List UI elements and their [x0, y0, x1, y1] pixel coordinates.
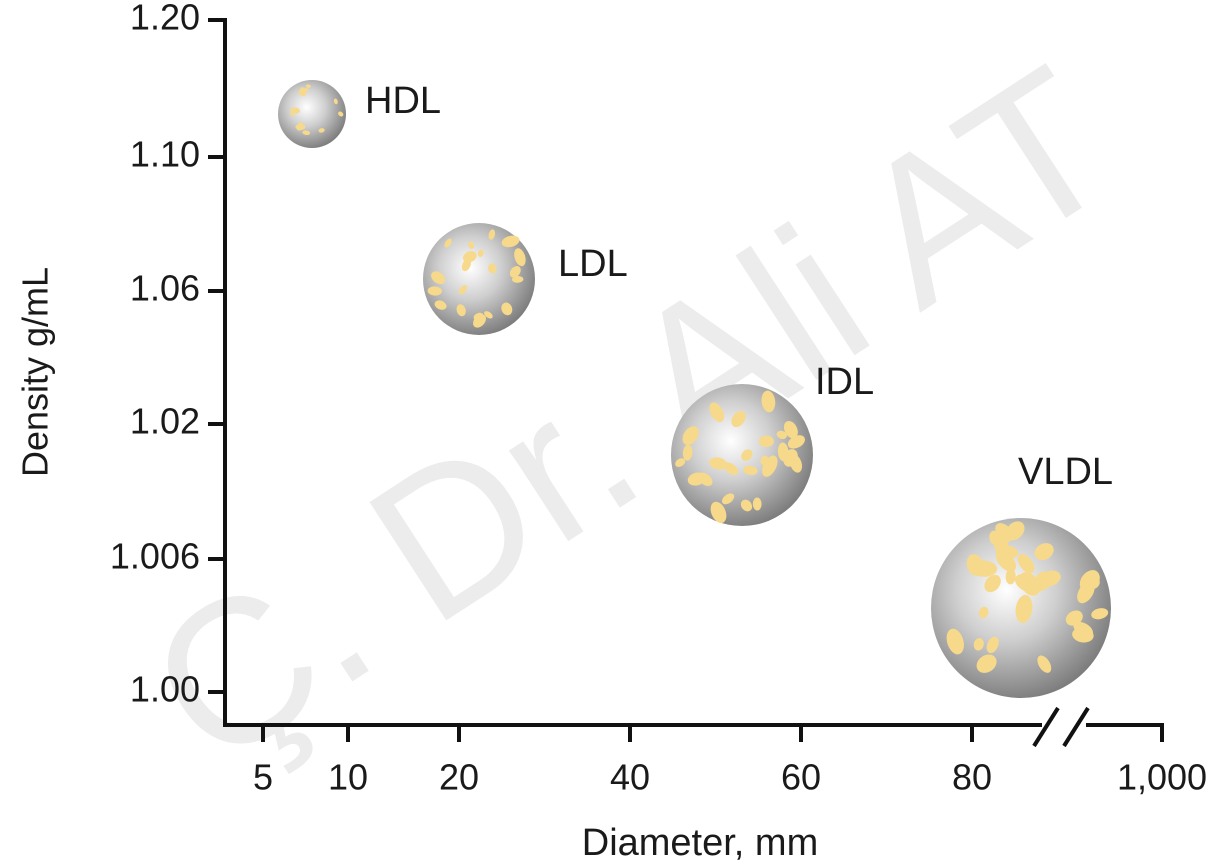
x-axis-title: Diameter, mm — [582, 822, 818, 864]
particle-speck — [338, 111, 344, 117]
particle-speck — [1015, 594, 1033, 624]
particle-speck — [709, 402, 725, 422]
particle-speck — [295, 124, 306, 130]
particle-speck — [762, 455, 778, 477]
particle-speck — [501, 302, 513, 316]
particle-speck — [431, 271, 446, 285]
x-tick-label: 20 — [439, 757, 479, 798]
particle-speck — [743, 465, 758, 475]
particle-speck — [740, 499, 753, 512]
particle-speck — [1034, 543, 1054, 561]
particle-speck — [731, 410, 746, 428]
x-tick-label: 10 — [328, 757, 368, 798]
y-tick-label: 1.06 — [130, 268, 200, 309]
x-tick-label: 80 — [952, 757, 992, 798]
particle-speck — [993, 534, 1009, 553]
y-tick-label: 1.20 — [130, 0, 200, 38]
particle-speck — [468, 241, 475, 249]
y-tick-label: 1.02 — [130, 401, 200, 442]
particle-speck — [1019, 571, 1040, 596]
particle-speck — [973, 638, 984, 651]
particle-speck — [698, 472, 713, 486]
particle-speck — [514, 248, 526, 267]
particle-speck — [978, 606, 989, 619]
particle-speck — [946, 628, 964, 655]
particle-speck — [682, 444, 693, 461]
particle-speck — [501, 235, 520, 248]
particle-speck — [783, 420, 798, 439]
particle-speck — [462, 251, 477, 263]
particle-speck — [302, 130, 311, 135]
particle-body — [278, 80, 346, 148]
particle-speck — [970, 560, 998, 577]
particle-speck — [444, 238, 452, 248]
particle-speck — [509, 266, 521, 278]
particle-speck — [787, 435, 805, 449]
particle-speck — [741, 449, 753, 461]
particle — [671, 384, 813, 526]
particle-speck — [777, 442, 789, 462]
particle — [278, 80, 346, 148]
particle-speck — [477, 249, 484, 257]
y-tick-label: 1.10 — [130, 134, 200, 175]
particle-speck — [512, 275, 524, 283]
particle-speck — [1072, 627, 1094, 643]
particle-speck — [761, 390, 776, 413]
particle-speck — [1037, 655, 1052, 673]
particle-speck — [721, 493, 735, 505]
particle-speck — [305, 84, 311, 89]
particle-label: VLDL — [1018, 451, 1113, 493]
particle-speck — [709, 457, 727, 470]
particle-speck — [976, 654, 997, 673]
particle-speck — [723, 462, 739, 476]
particle-speck — [1065, 610, 1083, 626]
particle-speck — [488, 263, 497, 274]
x-tick-label: 40 — [610, 757, 650, 798]
particle-speck — [290, 109, 295, 117]
particle-speck — [995, 550, 1016, 572]
y-tick-label: 1.006 — [110, 536, 200, 577]
particle-speck — [752, 497, 762, 511]
axis-tail — [1086, 723, 1164, 742]
particle-speck — [333, 98, 338, 105]
particle — [931, 518, 1111, 698]
particle-speck — [986, 636, 999, 654]
particle-label: HDL — [365, 80, 441, 122]
particle-speck — [1034, 571, 1051, 591]
particle-speck — [458, 285, 468, 295]
y-axis-title: Density g/mL — [15, 267, 56, 477]
axes-lines — [223, 18, 1042, 727]
particle-speck — [427, 286, 442, 296]
particle-speck — [758, 435, 774, 448]
particle-speck — [488, 229, 496, 240]
y-tick-label: 1.00 — [130, 669, 200, 710]
particle-speck — [1077, 581, 1095, 604]
particle-label: LDL — [558, 243, 628, 285]
particle-speck — [434, 300, 447, 310]
particle-speck — [456, 304, 466, 317]
particle-speck — [984, 574, 1001, 593]
particle-speck — [710, 501, 727, 524]
particle-speck — [1005, 568, 1016, 585]
particle-label: IDL — [815, 361, 874, 403]
particle-speck — [675, 458, 686, 467]
x-tick-label: 60 — [781, 757, 821, 798]
particle-speck — [484, 311, 493, 319]
particle — [423, 223, 535, 335]
particle-speck — [776, 430, 787, 440]
particle-speck — [1017, 554, 1035, 574]
axis-break — [1032, 706, 1090, 748]
particle-speck — [1091, 608, 1109, 620]
x-tick-label: 1,000 — [1117, 757, 1207, 798]
particle-speck — [318, 128, 325, 133]
particle-speck — [300, 87, 306, 97]
particle-speck — [473, 314, 486, 328]
x-tick-label: 5 — [253, 757, 273, 798]
particle-speck — [682, 426, 699, 445]
